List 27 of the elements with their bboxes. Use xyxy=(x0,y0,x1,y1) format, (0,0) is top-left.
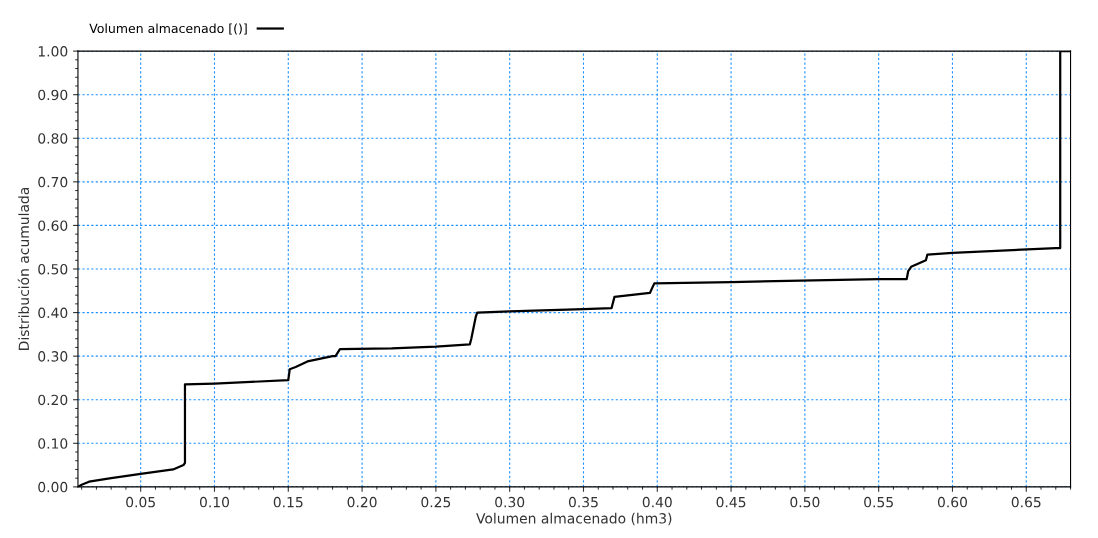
x-tick-label: 0.25 xyxy=(421,496,451,508)
x-tick-label: 0.10 xyxy=(199,496,230,508)
y-tick-label: 0.60 xyxy=(38,220,68,231)
x-tick-label: 0.30 xyxy=(495,496,525,508)
y-tick-label: 0.30 xyxy=(38,351,68,362)
y-tick-label: 1.00 xyxy=(38,46,68,57)
y-tick-label: 0.50 xyxy=(38,263,68,275)
x-tick-label: 0.40 xyxy=(642,496,672,508)
y-tick-label: 0.00 xyxy=(38,481,68,493)
x-tick-label: 0.65 xyxy=(1011,496,1041,508)
x-tick-label: 0.15 xyxy=(273,496,303,508)
x-tick-label: 0.55 xyxy=(864,496,893,508)
y-tick-label: 0.10 xyxy=(38,438,68,449)
y-tick-label: 0.20 xyxy=(38,394,68,406)
legend-label: Volumen almacenado [()] xyxy=(89,23,247,35)
y-tick-label: 0.90 xyxy=(38,89,68,101)
x-axis-title: Volumen almacenado (hm3) xyxy=(476,512,672,526)
y-tick-label: 0.80 xyxy=(38,133,68,144)
y-tick-label: 0.40 xyxy=(38,307,68,319)
x-tick-label: 0.60 xyxy=(937,496,968,508)
y-tick-label: 0.70 xyxy=(38,176,68,188)
x-tick-label: 0.50 xyxy=(790,496,820,508)
x-tick-label: 0.45 xyxy=(716,496,746,508)
x-tick-label: 0.35 xyxy=(568,496,598,508)
x-tick-label: 0.05 xyxy=(126,496,155,508)
x-tick-label: 0.20 xyxy=(347,496,377,508)
y-axis-title: Distribución acumulada xyxy=(17,187,30,350)
